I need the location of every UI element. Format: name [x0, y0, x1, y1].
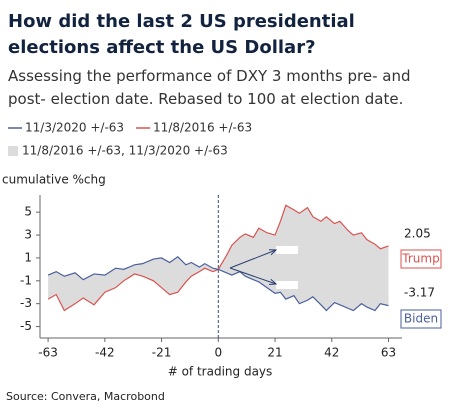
end-name-label: Trump [401, 252, 439, 266]
x-tick-label: 42 [324, 346, 339, 360]
annotation-box [276, 281, 298, 289]
arrow-head [268, 249, 278, 256]
x-tick-label: 21 [267, 346, 282, 360]
legend-label: 11/8/2016 +/-63, 11/3/2020 +/-63 [22, 144, 228, 158]
chart-title: How did the last 2 US presidential electi… [8, 11, 355, 58]
series-line [47, 255, 389, 312]
y-tick-label: 3 [24, 228, 32, 242]
end-label-box [400, 249, 442, 269]
y-tick-label: 5 [24, 205, 32, 219]
x-axis-label: # of trading days [168, 365, 273, 379]
end-name-label: Biden [404, 312, 438, 326]
y-tick-label: -1 [20, 273, 32, 287]
x-tick-label: -63 [38, 346, 58, 360]
end-label-box [400, 309, 442, 329]
x-tick-label: 63 [381, 346, 396, 360]
x-tick-label: -21 [152, 346, 172, 360]
arrow [229, 249, 277, 269]
x-tick-label: 0 [214, 346, 222, 360]
y-tick-label: -3 [20, 296, 32, 310]
annotation-box [276, 246, 298, 254]
legend-label: 11/3/2020 +/-63 [25, 121, 124, 135]
x-tick-label: -42 [95, 346, 115, 360]
y-tick-label: -5 [20, 319, 32, 333]
y-tick-label: 1 [24, 250, 32, 264]
arrow [229, 267, 277, 285]
source: Source: Convera, Macrobond [6, 390, 165, 403]
series-line [47, 204, 389, 312]
legend-swatch [8, 146, 18, 156]
end-value-label: 2.05 [404, 227, 431, 241]
end-value-label: -3.17 [404, 286, 435, 300]
band-fill [48, 205, 389, 311]
chart-subtitle: Assessing the performance of DXY 3 month… [8, 67, 410, 108]
legend-label: 11/8/2016 +/-63 [153, 121, 252, 135]
arrow-head [268, 278, 278, 285]
y-axis-label: cumulative %chg [2, 173, 106, 187]
